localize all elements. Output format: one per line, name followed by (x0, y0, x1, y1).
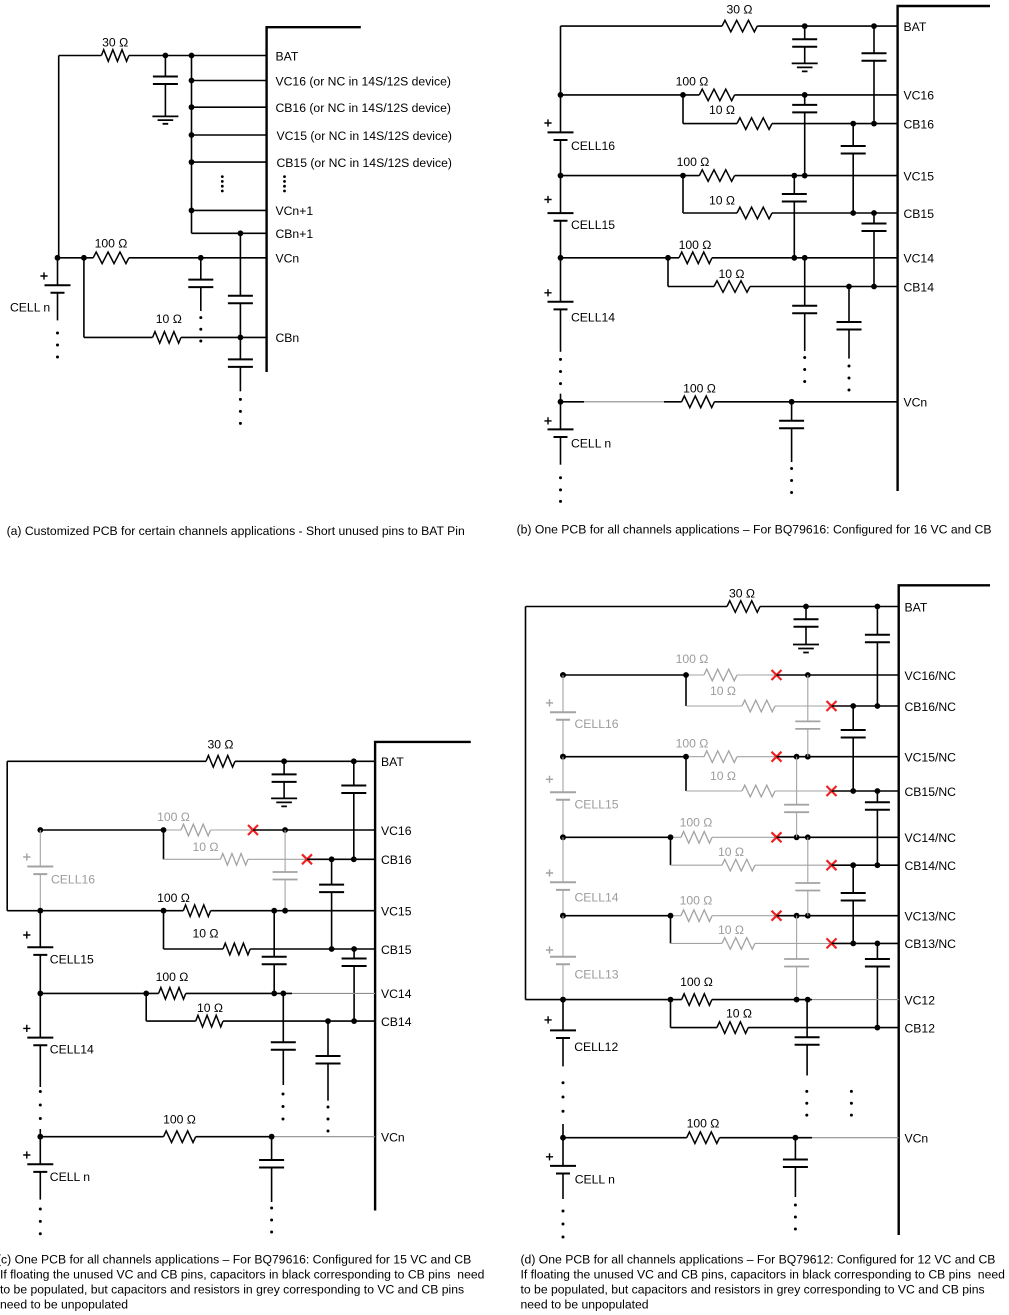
svg-text:30 Ω: 30 Ω (729, 587, 755, 601)
svg-text:VC14: VC14 (381, 987, 412, 1001)
svg-text:100 Ω: 100 Ω (679, 238, 712, 252)
svg-text:VC16: VC16 (381, 824, 412, 838)
svg-text:CELL n: CELL n (575, 1173, 615, 1187)
svg-text:10 Ω: 10 Ω (156, 312, 182, 326)
svg-text:CB16: CB16 (904, 117, 935, 131)
svg-text:CB13/NC: CB13/NC (905, 937, 957, 951)
svg-text:BAT: BAT (905, 600, 928, 614)
svg-text:CBn+1: CBn+1 (276, 227, 314, 241)
svg-text:10 Ω: 10 Ω (710, 769, 736, 783)
svg-text:CB15/NC: CB15/NC (905, 785, 957, 799)
svg-text:CELL15: CELL15 (571, 218, 615, 232)
svg-text:10 Ω: 10 Ω (718, 267, 744, 281)
svg-text:VC15 (or NC in 14S/12S device): VC15 (or NC in 14S/12S device) (277, 129, 452, 143)
svg-text:100 Ω: 100 Ω (676, 652, 709, 666)
svg-text:VC16: VC16 (904, 89, 935, 103)
svg-text:VC15: VC15 (904, 169, 935, 183)
svg-text:100 Ω: 100 Ω (680, 894, 713, 908)
svg-text:VC15/NC: VC15/NC (905, 751, 957, 765)
svg-text:to be populated, but capacitor: to be populated, but capacitors and resi… (521, 1283, 985, 1297)
svg-text:CB14: CB14 (904, 280, 935, 294)
svg-text:VC13/NC: VC13/NC (905, 910, 957, 924)
svg-text:VC15: VC15 (381, 905, 412, 919)
svg-text:100 Ω: 100 Ω (157, 810, 190, 824)
svg-text:CELL14: CELL14 (50, 1043, 94, 1057)
svg-text:CELL16: CELL16 (575, 717, 619, 731)
svg-text:VCn: VCn (381, 1131, 405, 1145)
svg-text:CELL13: CELL13 (575, 967, 619, 981)
svg-text:BAT: BAT (904, 20, 927, 34)
svg-text:100 Ω: 100 Ω (163, 1113, 196, 1127)
svg-text:100 Ω: 100 Ω (680, 975, 713, 989)
svg-text:(a) Customized PCB for certain: (a) Customized PCB for certain channels … (7, 524, 465, 538)
svg-text:CB14: CB14 (381, 1015, 412, 1029)
svg-text:need to be unpopulated: need to be unpopulated (521, 1298, 649, 1312)
svg-text:CB16: CB16 (381, 853, 412, 867)
svg-text:100 Ω: 100 Ω (157, 891, 190, 905)
svg-text:CB15: CB15 (381, 943, 412, 957)
svg-text:VCn: VCn (276, 252, 300, 266)
svg-text:CELL15: CELL15 (50, 953, 94, 967)
svg-text:VC16/NC: VC16/NC (905, 669, 957, 683)
svg-text:VC14/NC: VC14/NC (905, 831, 957, 845)
svg-text:10 Ω: 10 Ω (726, 1007, 752, 1021)
svg-text:If floating the unused VC and: If floating the unused VC and CB pins, c… (521, 1268, 1005, 1282)
svg-text:CELL12: CELL12 (574, 1040, 618, 1054)
svg-text:VCn: VCn (904, 396, 928, 410)
svg-text:to be populated, but capacitor: to be populated, but capacitors and resi… (0, 1283, 464, 1297)
svg-text:VCn: VCn (905, 1132, 929, 1146)
svg-text:CELL14: CELL14 (571, 311, 615, 325)
svg-text:100 Ω: 100 Ω (95, 237, 128, 251)
svg-text:CB15: CB15 (904, 207, 935, 221)
svg-text:VC14: VC14 (904, 252, 935, 266)
svg-text:CBn: CBn (276, 331, 300, 345)
svg-text:30 Ω: 30 Ω (102, 36, 128, 50)
svg-text:(c) One PCB for all channels a: (c) One PCB for all channels application… (0, 1253, 471, 1267)
svg-text:BAT: BAT (381, 755, 404, 769)
svg-text:100 Ω: 100 Ω (676, 737, 709, 751)
svg-text:(b) One PCB for all channels a: (b) One PCB for all channels application… (517, 523, 992, 537)
svg-text:10 Ω: 10 Ω (192, 927, 218, 941)
svg-text:VC12: VC12 (905, 993, 936, 1007)
svg-text:CELL15: CELL15 (575, 798, 619, 812)
svg-text:100 Ω: 100 Ω (677, 155, 710, 169)
svg-text:10 Ω: 10 Ω (709, 103, 735, 117)
svg-text:100 Ω: 100 Ω (676, 74, 709, 88)
svg-text:10 Ω: 10 Ω (710, 684, 736, 698)
svg-text:need to be unpopulated: need to be unpopulated (0, 1298, 128, 1312)
svg-text:If floating the unused VC and: If floating the unused VC and CB pins, c… (0, 1268, 484, 1282)
svg-text:VC16 (or NC in 14S/12S device): VC16 (or NC in 14S/12S device) (276, 74, 451, 88)
svg-text:30 Ω: 30 Ω (207, 738, 233, 752)
svg-text:10 Ω: 10 Ω (192, 840, 218, 854)
svg-text:30 Ω: 30 Ω (726, 3, 752, 17)
svg-text:10 Ω: 10 Ω (709, 194, 735, 208)
svg-text:CELL n: CELL n (571, 437, 611, 451)
svg-text:(d) One PCB for all channels a: (d) One PCB for all channels application… (521, 1253, 996, 1267)
svg-text:CB16 (or NC in 14S/12S device): CB16 (or NC in 14S/12S device) (276, 101, 451, 115)
svg-text:CELL n: CELL n (10, 301, 50, 315)
svg-text:CB15 (or NC in 14S/12S device): CB15 (or NC in 14S/12S device) (277, 156, 452, 170)
svg-text:BAT: BAT (276, 49, 299, 63)
svg-text:CB12: CB12 (905, 1021, 936, 1035)
svg-text:VCn+1: VCn+1 (276, 204, 314, 218)
svg-text:10 Ω: 10 Ω (718, 923, 744, 937)
svg-text:CELL14: CELL14 (575, 891, 619, 905)
svg-text:CB14/NC: CB14/NC (905, 859, 957, 873)
svg-text:CB16/NC: CB16/NC (905, 700, 957, 714)
svg-text:100 Ω: 100 Ω (687, 1117, 720, 1131)
svg-text:10 Ω: 10 Ω (197, 1001, 223, 1015)
svg-text:100 Ω: 100 Ω (680, 816, 713, 830)
svg-text:CELL16: CELL16 (571, 139, 615, 153)
svg-text:100 Ω: 100 Ω (683, 382, 716, 396)
svg-text:CELL16: CELL16 (51, 873, 95, 887)
svg-text:10 Ω: 10 Ω (718, 845, 744, 859)
svg-text:100 Ω: 100 Ω (156, 970, 189, 984)
svg-text:CELL n: CELL n (50, 1170, 90, 1184)
